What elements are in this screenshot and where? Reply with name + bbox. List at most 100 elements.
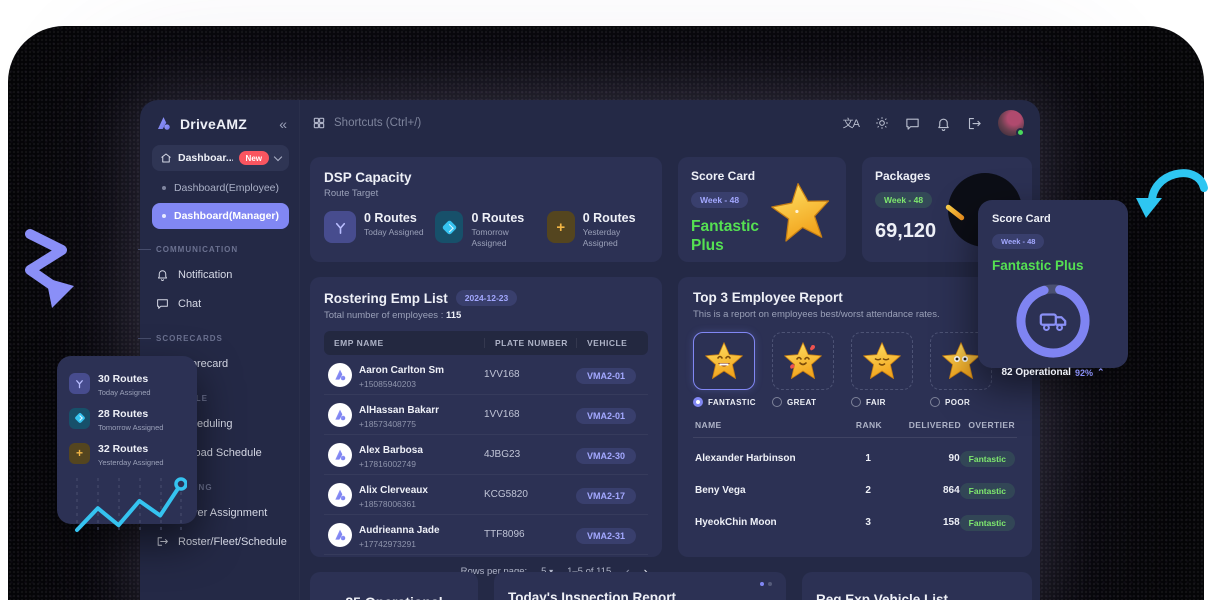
vehicle-badge: VMA2-31 xyxy=(576,527,637,544)
brand-logo-icon xyxy=(154,114,173,133)
rating-label: FANTASTIC xyxy=(708,397,756,407)
shortcuts-button[interactable]: Shortcuts (Ctrl+/) xyxy=(312,116,421,130)
translate-icon[interactable]: 文A xyxy=(842,118,860,130)
messages-icon[interactable] xyxy=(905,116,920,131)
fair-star-button[interactable] xyxy=(851,332,913,390)
user-avatar[interactable] xyxy=(998,110,1025,137)
employee-avatar xyxy=(328,362,352,387)
rows-per-page-select[interactable]: 5 ▾ xyxy=(541,566,553,577)
employee-name: Beny Vega xyxy=(695,484,746,496)
table-row[interactable]: Beny Vega 2 864 Fantastic xyxy=(693,474,1017,506)
dashboard-manager-label: Dashboard(Manager) xyxy=(173,210,279,222)
dashboard-employee-label: Dashboard(Employee) xyxy=(173,182,279,194)
stat-caption: Tomorrow Assigned xyxy=(98,423,164,432)
emp-name: Audrieanna Jade xyxy=(359,525,440,536)
score-card: Score Card Week - 48 Fantastic Plus xyxy=(678,157,846,262)
topbar: Shortcuts (Ctrl+/) 文A xyxy=(300,100,1040,146)
sidebar-item-chat[interactable]: Chat xyxy=(152,289,289,318)
col-emp-name: EMP NAME xyxy=(334,338,384,348)
table-row[interactable]: Audrieanna Jade +17742973291 TTF8096 VMA… xyxy=(324,515,648,555)
score-card-title: Score Card xyxy=(691,169,756,183)
vehicle-badge: VMA2-30 xyxy=(576,447,637,464)
table-row[interactable]: Alex Barbosa +17816002749 4JBG23 VMA2-30 xyxy=(324,435,648,475)
stat-value: 28 Routes xyxy=(98,408,149,420)
page-range: 1–5 of 115 xyxy=(567,566,611,577)
emp-phone: +18573408775 xyxy=(359,419,416,429)
reg-exp-vehicle-card: Reg Exp Vehicle List xyxy=(802,572,1032,600)
employee-name: Alexander Harbinson xyxy=(695,452,796,464)
sidebar-item-dashboard-manager[interactable]: Dashboard(Manager) xyxy=(152,203,289,229)
plus-cross-icon: + xyxy=(69,442,90,464)
emp-name: Aaron Carlton Sm xyxy=(359,365,445,376)
col-name: NAME xyxy=(695,420,722,430)
arrow-out-of-box-icon xyxy=(157,537,168,546)
table-row[interactable]: HyeokChin Moon 3 158 Fantastic xyxy=(693,506,1017,538)
plate-number: TTF8096 xyxy=(484,529,525,540)
dsp-title: DSP Capacity xyxy=(324,170,412,185)
bullet-icon xyxy=(162,214,166,218)
total-value: 115 xyxy=(445,310,462,321)
inspection-title: Today's Inspection Report xyxy=(508,590,676,600)
next-page-button[interactable]: › xyxy=(644,564,648,579)
float-score-rating: Fantastic Plus xyxy=(992,258,1084,273)
star-laughing-icon xyxy=(705,342,743,380)
star-blank-icon xyxy=(942,342,980,380)
packages-title: Packages xyxy=(875,169,931,183)
truck-icon xyxy=(1039,313,1067,332)
sidebar-item-dashboard-group[interactable]: Dashboar... New xyxy=(152,145,289,171)
plate-number: 1VV168 xyxy=(484,409,520,420)
table-row[interactable]: Aaron Carlton Sm +15085940203 1VV168 VMA… xyxy=(324,355,648,395)
operational-count: 82 Operational xyxy=(1001,367,1071,378)
grid-icon xyxy=(313,117,325,129)
employee-avatar xyxy=(328,482,352,507)
stat-caption: Yesterday Assigned xyxy=(98,458,164,467)
carousel-dots[interactable] xyxy=(760,582,772,586)
notifications-bell-icon[interactable] xyxy=(936,116,951,131)
float-stat-yesterday: + 32 Routes Yesterday Assigned xyxy=(69,439,185,467)
routes-sparkline xyxy=(75,477,188,534)
sidebar-collapse-button[interactable]: « xyxy=(279,115,287,132)
rating-label: GREAT xyxy=(787,397,817,407)
packages-value: 69,120 xyxy=(875,220,937,242)
sidebar-item-dashboard-employee[interactable]: Dashboard(Employee) xyxy=(152,175,289,201)
radio-poor[interactable] xyxy=(930,397,940,407)
fantastic-star-button[interactable] xyxy=(693,332,755,390)
employee-avatar xyxy=(328,442,352,467)
employee-name: HyeokChin Moon xyxy=(695,516,777,528)
plus-cross-icon: + xyxy=(546,211,575,243)
dsp-stat-tomorrow: 0 Routes Tomorrow Assigned xyxy=(435,211,536,249)
great-star-button[interactable] xyxy=(772,332,834,390)
operational-summary-card: 85 Operational xyxy=(310,572,478,600)
plate-number: 4JBG23 xyxy=(484,449,521,460)
vehicle-badge: VMA2-01 xyxy=(576,407,637,424)
score-rating: Fantastic Plus xyxy=(691,218,760,255)
radio-great[interactable] xyxy=(772,397,782,407)
report-table-header: NAME RANK DELIVERED OVERTIER xyxy=(693,420,1017,438)
pagination: Rows per page: 5 ▾ 1–5 of 115 ‹ › xyxy=(324,564,648,579)
table-row[interactable]: Alexander Harbinson 1 90 Fantastic xyxy=(693,442,1017,474)
bell-icon xyxy=(157,270,168,281)
online-status-dot xyxy=(1016,128,1025,137)
overtier-badge: Fantastic xyxy=(959,451,1015,467)
delivered: 90 xyxy=(948,452,960,464)
radio-fantastic[interactable] xyxy=(693,397,703,407)
rank: 3 xyxy=(865,516,871,528)
logout-icon[interactable] xyxy=(967,116,982,131)
stat-caption: Yesterday Assigned xyxy=(582,227,621,249)
float-stat-tomorrow: 28 Routes Tomorrow Assigned xyxy=(69,404,185,432)
radio-fair[interactable] xyxy=(851,397,861,407)
emp-phone: +15085940203 xyxy=(359,379,416,389)
shortcuts-label: Shortcuts (Ctrl+/) xyxy=(334,117,422,129)
rating-label: FAIR xyxy=(866,397,886,407)
table-row[interactable]: Alix Clerveaux +18578006361 KCG5820 VMA2… xyxy=(324,475,648,515)
brightness-icon[interactable] xyxy=(875,116,889,130)
caret-up-icon: ⌃ xyxy=(1096,367,1105,377)
prev-page-button[interactable]: ‹ xyxy=(625,564,629,579)
sidebar-item-notification[interactable]: Notification xyxy=(152,260,289,289)
purple-scribble-arrow-icon xyxy=(25,229,74,308)
rating-option-fair: FAIR xyxy=(851,332,919,407)
sidebar-item-roster-fleet-schedule[interactable]: Roster/Fleet/Schedule xyxy=(152,527,289,556)
route-fork-icon xyxy=(69,372,90,394)
delivered: 864 xyxy=(942,484,960,496)
table-row[interactable]: AlHassan Bakarr +18573408775 1VV168 VMA2… xyxy=(324,395,648,435)
